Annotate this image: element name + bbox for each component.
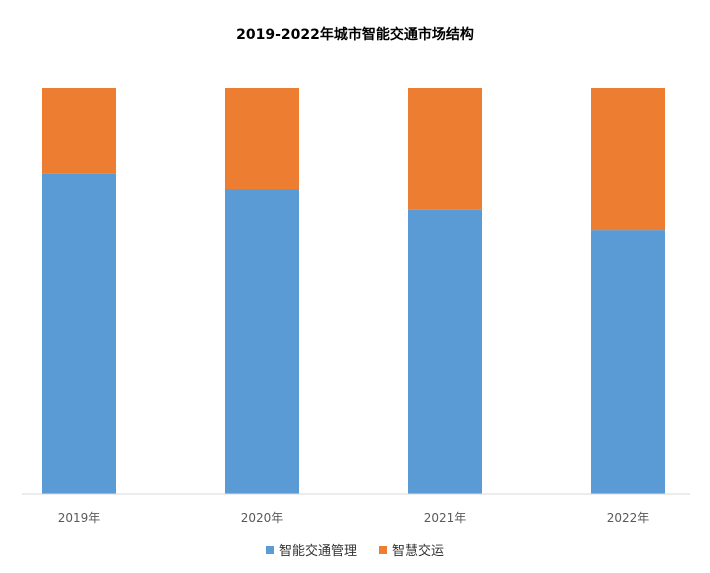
- legend-swatch-transport: [379, 545, 387, 554]
- bar-management-4: [591, 230, 665, 494]
- x-tick-label: 2022年: [607, 511, 650, 525]
- bar-transport-4: [591, 88, 665, 231]
- bar-management-1: [42, 173, 116, 494]
- legend-item-management: 智能交通管理: [265, 540, 357, 559]
- bar-transport-2: [225, 88, 299, 190]
- x-tick-labels: 2019年 2020年 2021年 2022年: [58, 511, 650, 525]
- bar-transport-1: [42, 88, 116, 174]
- legend-label-transport: 智慧交运: [392, 544, 445, 559]
- x-tick-label: 2020年: [241, 511, 284, 525]
- x-tick-label: 2019年: [58, 511, 101, 525]
- bar-management-3: [408, 209, 482, 495]
- bars-layer: [42, 88, 665, 495]
- chart-title: 2019-2022年城市智能交通市场结构: [236, 27, 474, 43]
- legend-label-management: 智能交通管理: [278, 544, 357, 559]
- legend: 智能交通管理 智慧交运: [0, 540, 710, 559]
- legend-item-transport: 智慧交运: [379, 540, 444, 559]
- bar-management-2: [225, 189, 299, 494]
- legend-swatch-management: [265, 545, 274, 554]
- x-tick-label: 2021年: [424, 511, 467, 525]
- bar-transport-3: [408, 88, 482, 210]
